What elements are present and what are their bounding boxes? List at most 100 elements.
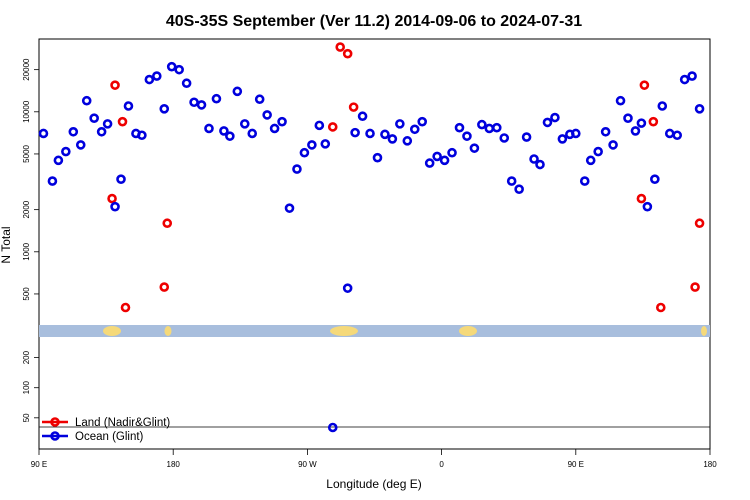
ocean-point xyxy=(75,140,86,150)
ocean-point xyxy=(484,123,495,134)
legend: Land (Nadir&Glint) Ocean (Glint) xyxy=(42,417,170,443)
ocean-point xyxy=(424,158,435,168)
y-tick-label: 200 xyxy=(22,350,31,364)
ocean-point xyxy=(239,119,250,129)
ocean-point xyxy=(53,155,64,166)
land-point xyxy=(342,48,353,59)
x-axis: 90 E 180 90 W 0 90 E 180 xyxy=(31,449,717,469)
ocean-point xyxy=(380,129,390,140)
ocean-point xyxy=(477,119,487,130)
data-points xyxy=(38,42,705,433)
ocean-point xyxy=(687,71,697,81)
land-point xyxy=(117,116,128,127)
land-point xyxy=(648,116,659,127)
x-tick-label: 0 xyxy=(439,460,444,469)
x-tick-label: 90 W xyxy=(298,460,317,469)
ocean-point xyxy=(327,422,338,433)
ocean-point xyxy=(61,146,71,157)
ocean-point xyxy=(137,130,147,141)
ocean-point xyxy=(307,140,317,150)
ocean-point xyxy=(395,119,405,129)
ocean-point xyxy=(284,203,295,213)
chart-title: 40S-35S September (Ver 11.2) 2014-09-06 … xyxy=(166,13,582,30)
ocean-point xyxy=(189,97,199,108)
ocean-point xyxy=(600,126,611,137)
ocean-point xyxy=(342,283,353,293)
ocean-point xyxy=(514,184,524,194)
y-axis-label: N Total xyxy=(0,226,13,263)
ocean-point xyxy=(608,140,618,150)
ocean-point xyxy=(557,134,568,144)
ocean-point xyxy=(320,139,331,149)
land-point xyxy=(162,218,173,229)
land-point xyxy=(636,193,647,204)
ocean-point xyxy=(299,147,310,158)
legend-marker xyxy=(50,417,60,427)
ocean-point xyxy=(68,126,79,137)
ocean-point xyxy=(499,133,510,143)
x-tick-label: 180 xyxy=(703,460,717,469)
y-tick-label: 500 xyxy=(22,287,31,301)
map-strip xyxy=(39,325,710,337)
ocean-point xyxy=(292,164,302,174)
ocean-point xyxy=(47,176,58,186)
ocean-point xyxy=(529,154,539,164)
ocean-point xyxy=(144,74,155,85)
ocean-point xyxy=(491,122,502,133)
ocean-point xyxy=(174,64,184,75)
ocean-point xyxy=(211,93,222,104)
ocean-point xyxy=(372,152,383,163)
land-mass xyxy=(164,326,172,336)
ocean-point xyxy=(454,122,465,133)
ocean-point xyxy=(232,86,243,97)
ocean-point xyxy=(225,131,235,141)
ocean-point xyxy=(247,128,258,139)
ocean-point xyxy=(409,124,420,135)
y-tick-label: 20000 xyxy=(22,58,31,81)
land-point xyxy=(159,282,170,292)
ocean-point xyxy=(585,155,596,166)
ocean-point xyxy=(110,201,120,212)
y-tick-label: 2000 xyxy=(22,200,31,218)
ocean-point xyxy=(166,61,177,72)
ocean-point xyxy=(269,123,280,134)
land-point xyxy=(348,102,359,112)
ocean-point xyxy=(679,74,690,85)
y-tick-label: 10000 xyxy=(22,100,31,123)
ocean-point xyxy=(81,95,92,106)
legend-label: Ocean (Glint) xyxy=(75,431,144,443)
ocean-point xyxy=(181,78,192,89)
ocean-point xyxy=(630,126,641,136)
ocean-point xyxy=(159,104,170,114)
ocean-point xyxy=(357,111,368,122)
plot-frame xyxy=(38,38,711,450)
ocean-point xyxy=(593,146,603,157)
ocean-point xyxy=(387,134,398,144)
ocean-point xyxy=(89,113,99,124)
land-point xyxy=(107,193,117,204)
ocean-point xyxy=(96,126,107,137)
y-tick-label: 50 xyxy=(22,413,31,422)
ocean-point xyxy=(672,130,682,141)
land-point xyxy=(690,282,700,292)
ocean-point xyxy=(116,174,126,185)
ocean-point xyxy=(102,119,113,129)
ocean-point xyxy=(365,128,375,139)
ocean-point xyxy=(314,120,325,131)
legend-label: Land (Nadir&Glint) xyxy=(75,417,170,429)
land-point xyxy=(655,302,666,313)
y-axis: 500 1000 2000 5000 10000 20000 50 100 200 xyxy=(22,58,39,422)
ocean-point xyxy=(350,127,360,138)
ocean-point xyxy=(642,201,653,212)
land-point xyxy=(327,122,338,132)
ocean-point xyxy=(506,176,517,186)
land-point xyxy=(639,80,650,90)
x-tick-label: 90 E xyxy=(31,460,47,469)
ocean-point xyxy=(550,112,560,123)
ocean-point xyxy=(277,116,287,127)
land-mass xyxy=(103,326,121,336)
ocean-point xyxy=(694,104,705,114)
ocean-point xyxy=(462,131,472,141)
ocean-point xyxy=(535,159,545,170)
